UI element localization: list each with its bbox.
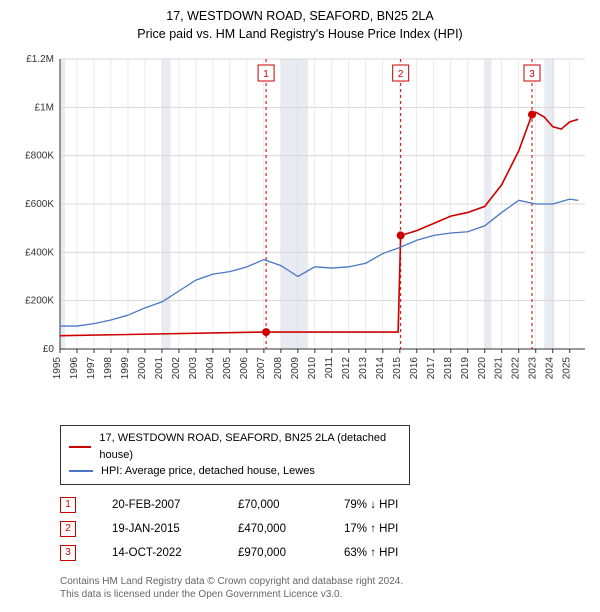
sale-delta: 79% ↓ HPI (344, 499, 434, 511)
svg-text:2008: 2008 (273, 357, 284, 380)
chart-container: 17, WESTDOWN ROAD, SEAFORD, BN25 2LA Pri… (0, 0, 600, 612)
svg-text:2015: 2015 (392, 357, 403, 380)
svg-text:£0: £0 (43, 344, 55, 355)
svg-text:£200K: £200K (25, 296, 54, 307)
chart: £0 £200K £400K £600K £800K £1M £1.2M 1995 1996 19… (10, 49, 590, 419)
svg-text:2017: 2017 (426, 357, 437, 380)
svg-text:2018: 2018 (443, 357, 454, 380)
svg-text:3: 3 (529, 69, 535, 80)
title-line2: Price paid vs. HM Land Registry's House … (10, 26, 590, 44)
svg-text:2006: 2006 (239, 357, 250, 380)
svg-text:2019: 2019 (460, 357, 471, 380)
legend-item: 17, WESTDOWN ROAD, SEAFORD, BN25 2LA (de… (69, 430, 401, 463)
sale-marker: 2 (60, 521, 76, 537)
svg-text:2012: 2012 (341, 357, 352, 380)
svg-text:2009: 2009 (290, 357, 301, 380)
svg-text:2005: 2005 (222, 357, 233, 380)
footer-line1: Contains HM Land Registry data © Crown c… (60, 575, 590, 589)
svg-text:1997: 1997 (86, 357, 97, 380)
svg-text:2010: 2010 (307, 357, 318, 380)
svg-text:2023: 2023 (528, 357, 539, 380)
legend-swatch (69, 470, 93, 472)
svg-text:1: 1 (263, 69, 269, 80)
legend-label: 17, WESTDOWN ROAD, SEAFORD, BN25 2LA (de… (99, 430, 401, 463)
sale-marker: 1 (60, 497, 76, 513)
sale-price: £70,000 (238, 499, 308, 511)
svg-text:2003: 2003 (188, 357, 199, 380)
sale-date: 20-FEB-2007 (112, 499, 202, 511)
svg-text:2014: 2014 (375, 357, 386, 380)
sales-row: 2 19-JAN-2015 £470,000 17% ↑ HPI (60, 517, 590, 541)
svg-text:£600K: £600K (25, 199, 54, 210)
title-block: 17, WESTDOWN ROAD, SEAFORD, BN25 2LA Pri… (10, 8, 590, 43)
svg-text:1999: 1999 (120, 357, 131, 380)
svg-text:2001: 2001 (154, 357, 165, 380)
svg-text:2021: 2021 (494, 357, 505, 380)
sale-delta: 17% ↑ HPI (344, 523, 434, 535)
svg-text:2016: 2016 (409, 357, 420, 380)
svg-text:2022: 2022 (511, 357, 522, 380)
svg-text:2000: 2000 (137, 357, 148, 380)
sales-row: 1 20-FEB-2007 £70,000 79% ↓ HPI (60, 493, 590, 517)
svg-text:£1M: £1M (35, 102, 54, 113)
sale-date: 14-OCT-2022 (112, 547, 202, 559)
sale-date: 19-JAN-2015 (112, 523, 202, 535)
sales-table: 1 20-FEB-2007 £70,000 79% ↓ HPI 2 19-JAN… (60, 493, 590, 565)
sale-price: £470,000 (238, 523, 308, 535)
svg-text:2: 2 (398, 69, 404, 80)
sale-marker: 3 (60, 545, 76, 561)
sale-delta: 63% ↑ HPI (344, 547, 434, 559)
sale-price: £970,000 (238, 547, 308, 559)
svg-text:1998: 1998 (103, 357, 114, 380)
svg-text:2007: 2007 (256, 357, 267, 380)
svg-text:2020: 2020 (477, 357, 488, 380)
footer-line2: This data is licensed under the Open Gov… (60, 588, 590, 602)
title-line1: 17, WESTDOWN ROAD, SEAFORD, BN25 2LA (10, 8, 590, 26)
svg-text:2025: 2025 (562, 357, 573, 380)
footer: Contains HM Land Registry data © Crown c… (60, 575, 590, 602)
svg-text:2013: 2013 (358, 357, 369, 380)
svg-text:2004: 2004 (205, 357, 216, 380)
svg-text:£400K: £400K (25, 247, 54, 258)
legend: 17, WESTDOWN ROAD, SEAFORD, BN25 2LA (de… (60, 425, 410, 485)
svg-text:1995: 1995 (52, 357, 63, 380)
legend-item: HPI: Average price, detached house, Lewe… (69, 463, 401, 480)
svg-text:2011: 2011 (324, 357, 335, 379)
svg-text:2024: 2024 (545, 357, 556, 380)
svg-text:1996: 1996 (69, 357, 80, 380)
svg-text:£1.2M: £1.2M (26, 54, 54, 65)
svg-text:2002: 2002 (171, 357, 182, 380)
legend-label: HPI: Average price, detached house, Lewe… (101, 463, 315, 480)
legend-swatch (69, 446, 91, 448)
sales-row: 3 14-OCT-2022 £970,000 63% ↑ HPI (60, 541, 590, 565)
svg-text:£800K: £800K (25, 151, 54, 162)
